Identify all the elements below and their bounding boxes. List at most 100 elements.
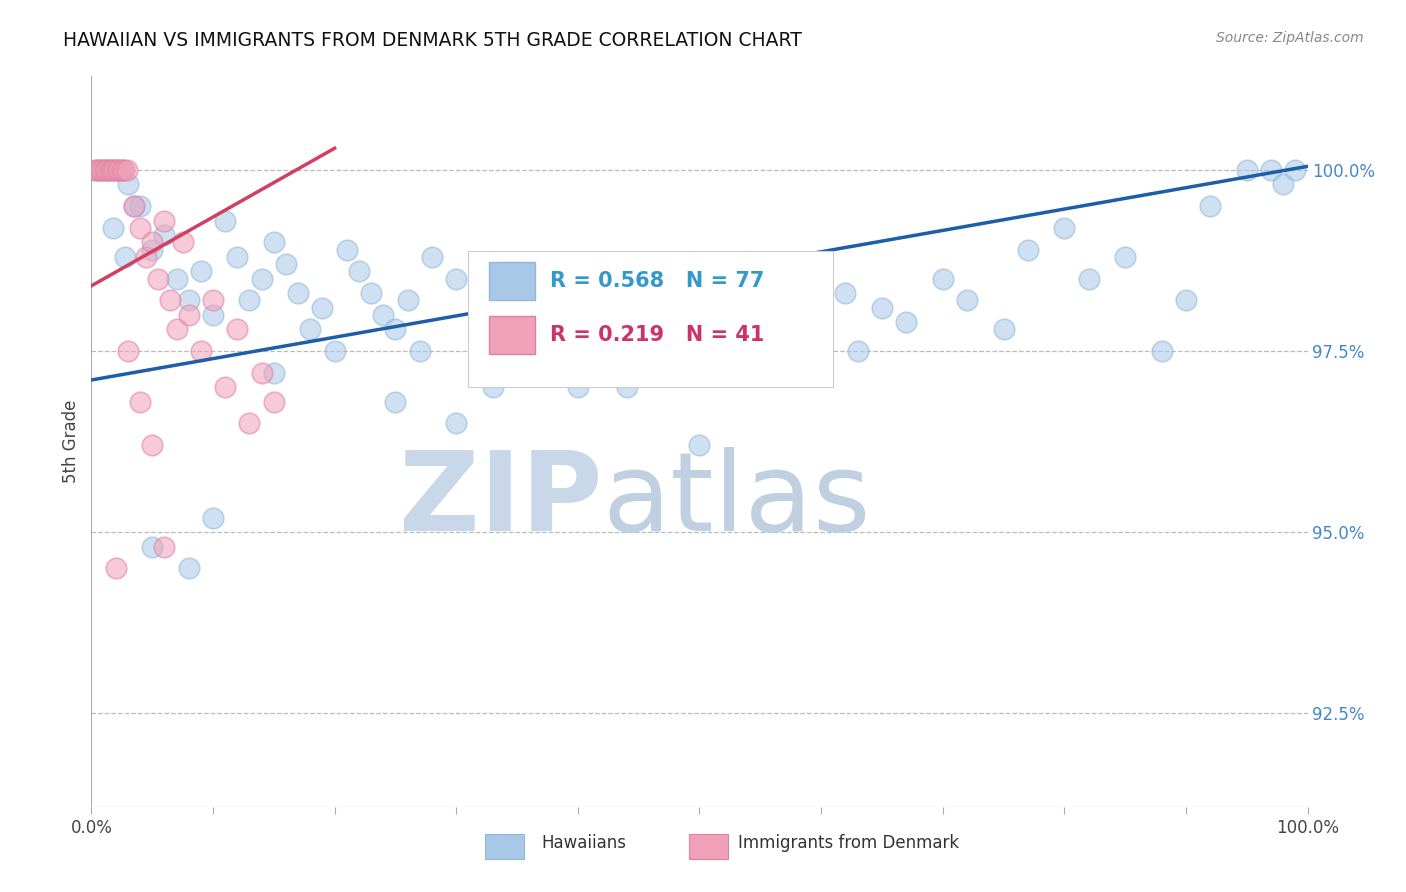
Text: atlas: atlas <box>602 447 870 554</box>
Point <box>384 322 406 336</box>
Point <box>101 163 124 178</box>
Point <box>148 271 170 285</box>
Point <box>135 250 157 264</box>
Point <box>931 271 953 285</box>
Point <box>420 250 443 264</box>
Point <box>202 510 225 524</box>
Point <box>1260 163 1282 178</box>
Point <box>98 163 121 178</box>
Point <box>115 163 138 178</box>
Point <box>103 163 125 178</box>
Point <box>250 271 273 285</box>
Point <box>396 293 419 308</box>
Point <box>409 344 432 359</box>
Point <box>311 301 333 315</box>
Y-axis label: 5th Grade: 5th Grade <box>62 400 80 483</box>
Point <box>688 271 710 285</box>
Point <box>1017 243 1039 257</box>
Point <box>567 380 589 394</box>
Point <box>444 417 467 431</box>
Point <box>591 366 613 380</box>
Text: ZIP: ZIP <box>399 447 602 554</box>
Point <box>287 286 309 301</box>
Point <box>96 163 118 178</box>
Point <box>543 322 565 336</box>
Point <box>190 264 212 278</box>
Point <box>1053 220 1076 235</box>
Point <box>214 380 236 394</box>
Point <box>153 228 176 243</box>
Point <box>530 308 553 322</box>
Point <box>103 220 125 235</box>
Point <box>263 366 285 380</box>
Point <box>384 394 406 409</box>
Point <box>89 163 111 178</box>
Point <box>1114 250 1136 264</box>
Text: Hawaiians: Hawaiians <box>541 834 626 852</box>
Point <box>347 264 370 278</box>
Point <box>1150 344 1173 359</box>
Point <box>1077 271 1099 285</box>
Point <box>153 540 176 554</box>
Point <box>1284 163 1306 178</box>
Point <box>190 344 212 359</box>
Point <box>1236 163 1258 178</box>
Point <box>104 561 127 575</box>
Point <box>1175 293 1198 308</box>
Point <box>108 163 131 178</box>
Point <box>84 163 107 178</box>
Point <box>93 163 115 178</box>
Point <box>129 220 152 235</box>
Point <box>94 163 117 178</box>
Point <box>226 250 249 264</box>
Text: HAWAIIAN VS IMMIGRANTS FROM DENMARK 5TH GRADE CORRELATION CHART: HAWAIIAN VS IMMIGRANTS FROM DENMARK 5TH … <box>63 31 803 50</box>
Point <box>105 163 128 178</box>
Point <box>773 308 796 322</box>
Point <box>360 286 382 301</box>
Point <box>616 380 638 394</box>
Point <box>846 344 869 359</box>
Text: Immigrants from Denmark: Immigrants from Denmark <box>738 834 959 852</box>
Point <box>323 344 346 359</box>
Point <box>122 199 145 213</box>
Text: R = 0.219   N = 41: R = 0.219 N = 41 <box>550 325 765 344</box>
Point <box>129 394 152 409</box>
FancyBboxPatch shape <box>468 252 834 386</box>
Point <box>172 235 194 250</box>
Point <box>117 178 139 192</box>
Point <box>567 344 589 359</box>
Point <box>834 286 856 301</box>
Point <box>749 366 772 380</box>
Point <box>956 293 979 308</box>
Point <box>177 293 200 308</box>
Point <box>177 308 200 322</box>
Point <box>1272 178 1295 192</box>
Point <box>470 366 492 380</box>
Point <box>238 417 260 431</box>
Point <box>336 243 359 257</box>
Point <box>117 344 139 359</box>
Point <box>177 561 200 575</box>
Point <box>86 163 108 178</box>
Point <box>214 213 236 227</box>
Point <box>86 163 108 178</box>
Point <box>153 213 176 227</box>
Point <box>91 163 114 178</box>
FancyBboxPatch shape <box>489 316 536 354</box>
Point <box>141 243 163 257</box>
Point <box>1199 199 1222 213</box>
Point <box>250 366 273 380</box>
Point <box>112 163 135 178</box>
Point <box>373 308 395 322</box>
Text: R = 0.568   N = 77: R = 0.568 N = 77 <box>550 271 765 292</box>
Point <box>122 199 145 213</box>
Point <box>141 438 163 452</box>
Point <box>202 308 225 322</box>
Point <box>263 235 285 250</box>
Point <box>993 322 1015 336</box>
Point <box>114 250 136 264</box>
Point <box>98 163 121 178</box>
Point <box>870 301 893 315</box>
FancyBboxPatch shape <box>489 262 536 301</box>
Point <box>141 235 163 250</box>
